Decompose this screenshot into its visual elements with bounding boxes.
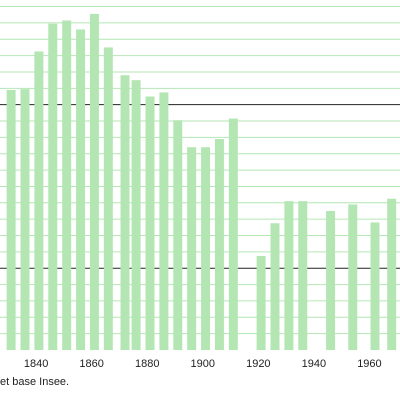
x-tick-label-1900: 1900 (191, 358, 215, 370)
bar-1962 (370, 222, 380, 350)
x-tick-label-1920: 1920 (246, 358, 270, 370)
bar-1936 (298, 201, 308, 350)
x-tick-label-1940: 1940 (302, 358, 326, 370)
bar-1906 (214, 139, 224, 350)
x-axis-tick-labels: 1840 1860 1880 1900 1920 1940 1960 (24, 358, 382, 370)
bar-1886 (159, 92, 169, 350)
bar-1968 (387, 198, 397, 350)
bar-1836 (20, 89, 30, 351)
bar-1841 (34, 51, 44, 351)
bar-1881 (145, 96, 155, 350)
x-tick-label-1840: 1840 (24, 358, 48, 370)
bar-1946 (326, 210, 336, 350)
bar-1866 (103, 47, 113, 351)
bar-1876 (131, 80, 141, 350)
gridlines (0, 6, 400, 335)
bar-1846 (48, 23, 58, 350)
bar-1931 (284, 201, 294, 350)
bar-1911 (228, 118, 238, 350)
bar-1926 (270, 223, 280, 350)
x-tick-label-1880: 1880 (135, 358, 159, 370)
source-note: et base Insee. (0, 376, 70, 388)
bar-1831 (6, 89, 16, 350)
bars (6, 13, 397, 351)
bar-1921 (256, 255, 266, 350)
bar-1901 (201, 147, 211, 350)
bar-1851 (62, 20, 72, 350)
bar-1954 (348, 204, 358, 350)
x-tick-label-1960: 1960 (357, 358, 381, 370)
bar-1896 (187, 147, 197, 350)
bar-1856 (76, 29, 86, 351)
bar-1872 (120, 75, 130, 350)
bar-1861 (89, 13, 99, 351)
x-tick-label-1860: 1860 (79, 358, 103, 370)
bar-1891 (173, 120, 183, 350)
